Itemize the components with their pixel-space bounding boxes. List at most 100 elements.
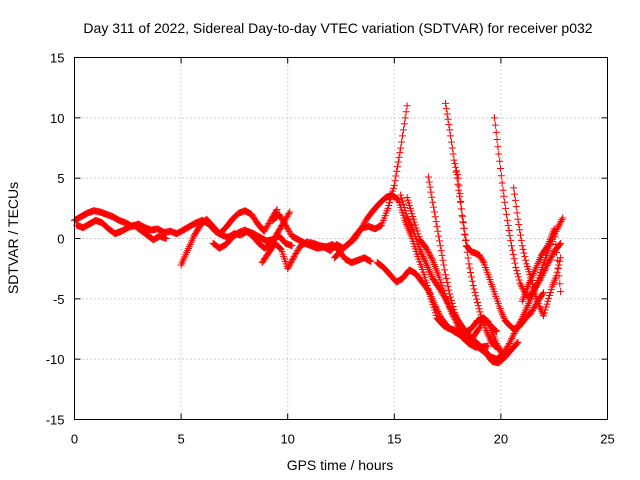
data-point <box>436 311 444 319</box>
data-point <box>423 262 431 270</box>
data-point <box>473 298 481 306</box>
data-point <box>493 327 501 335</box>
data-point <box>516 279 524 287</box>
data-point <box>515 276 523 284</box>
data-point <box>425 249 433 257</box>
data-point <box>434 227 442 235</box>
data-point <box>492 128 500 136</box>
axis-ticks: 0 5 10 15 20 25 -15 -10 -5 0 5 10 15 <box>46 51 615 447</box>
data-point <box>264 221 272 229</box>
data-point <box>441 266 449 274</box>
data-point <box>417 249 425 257</box>
data-point <box>294 246 302 254</box>
data-point <box>422 244 430 252</box>
data-point <box>443 110 451 118</box>
data-point <box>293 248 301 256</box>
data-point <box>361 218 369 226</box>
data-point <box>398 138 406 146</box>
data-point <box>498 179 506 187</box>
data-point <box>262 224 270 232</box>
data-point <box>554 264 562 272</box>
data-point <box>428 273 436 281</box>
data-point <box>502 204 510 212</box>
x-tick-label: 20 <box>494 432 508 447</box>
data-point <box>505 341 513 349</box>
data-point <box>393 163 401 171</box>
data-point <box>447 138 455 146</box>
data-point <box>284 226 292 234</box>
data-point <box>450 156 458 164</box>
data-point <box>421 256 429 264</box>
data-point <box>286 260 294 268</box>
data-point <box>528 308 536 316</box>
data-point <box>507 237 515 245</box>
data-point <box>468 277 476 285</box>
data-point <box>496 165 504 173</box>
data-point <box>430 208 438 216</box>
data-point <box>511 196 519 204</box>
data-point <box>431 301 439 309</box>
data-point <box>261 226 269 234</box>
data-point <box>454 180 462 188</box>
data-point <box>392 172 400 180</box>
data-point <box>548 252 556 260</box>
data-point <box>292 249 300 257</box>
data-point <box>398 194 406 202</box>
data-point <box>288 257 296 265</box>
data-point <box>276 244 284 252</box>
data-point <box>449 150 457 158</box>
data-point <box>386 199 394 207</box>
data-point <box>439 256 447 264</box>
data-point <box>282 223 290 231</box>
data-point <box>433 306 441 314</box>
data-point <box>384 204 392 212</box>
data-point <box>429 198 437 206</box>
data-point <box>553 268 561 276</box>
data-point <box>441 271 449 279</box>
data-point <box>497 172 505 180</box>
data-point <box>404 215 412 223</box>
data-point <box>508 335 516 343</box>
data-point <box>495 150 503 158</box>
data-point <box>512 203 520 211</box>
data-point <box>554 222 562 230</box>
data-point <box>521 253 529 261</box>
data-point <box>554 224 562 232</box>
data-point <box>428 193 436 201</box>
data-point <box>478 256 486 264</box>
data-point <box>506 338 514 346</box>
data-point <box>475 305 483 313</box>
series-track-f <box>269 102 411 255</box>
data-point <box>426 183 434 191</box>
data-point <box>509 250 517 258</box>
data-point <box>467 273 475 281</box>
data-point <box>499 186 507 194</box>
data-point <box>507 336 515 344</box>
data-point <box>522 256 530 264</box>
data-point <box>423 246 431 254</box>
data-point <box>509 333 517 341</box>
data-point <box>285 227 293 235</box>
data-point <box>528 306 536 314</box>
data-point <box>283 213 291 221</box>
series-track-e <box>258 238 375 273</box>
data-point <box>410 218 418 226</box>
data-point <box>431 213 439 221</box>
data-point <box>399 126 407 134</box>
data-point <box>272 207 280 215</box>
data-point <box>448 144 456 152</box>
data-point <box>514 215 522 223</box>
data-point <box>555 261 563 269</box>
data-point <box>447 296 455 304</box>
data-point <box>448 299 456 307</box>
data-point <box>465 260 473 268</box>
data-point <box>517 236 525 244</box>
data-point <box>424 247 432 255</box>
data-point <box>367 257 375 265</box>
data-point <box>427 188 435 196</box>
data-point <box>425 267 433 275</box>
data-point <box>491 121 499 129</box>
data-point <box>501 353 509 361</box>
data-point <box>285 262 293 270</box>
data-point <box>426 269 434 277</box>
